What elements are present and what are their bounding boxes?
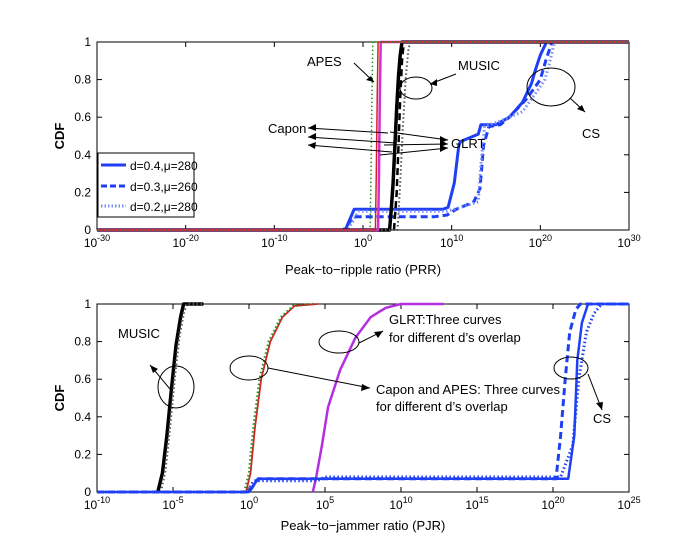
music-ellipse	[399, 76, 433, 100]
y-tick-label: 0	[84, 223, 91, 237]
series-cs-dotted	[97, 40, 629, 232]
legend-label: d=0.2,μ=280	[130, 200, 198, 214]
annotation-glrt: GLRT	[451, 136, 485, 151]
legend-label: d=0.4,μ=280	[130, 159, 198, 173]
annotation-capon: Capon	[268, 121, 306, 136]
y-axis-label-bottom: CDF	[52, 385, 67, 412]
annotation-capon-apes: for different d’s overlap	[376, 399, 508, 414]
y-tick-label: 0.2	[74, 447, 91, 461]
arrow-glrt-1	[389, 131, 449, 141]
legend: d=0.4,μ=280 d=0.3,μ=260 d=0.2,μ=280	[97, 152, 198, 218]
x-axis-label-bottom: Peak−to−jammer ratio (PJR)	[281, 518, 446, 533]
annotation-cs: CS	[582, 126, 600, 141]
series-cs-dashed	[97, 40, 629, 232]
annotation-music: MUSIC	[458, 58, 500, 73]
x-axis-label-top: Peak−to−ripple ratio (PRR)	[285, 262, 441, 277]
y-tick-label: 0.8	[74, 73, 91, 87]
series-glrt-solid	[311, 302, 444, 493]
arrow-capon	[267, 367, 371, 389]
annotation-music: MUSIC	[118, 326, 160, 341]
y-tick-label: 0.6	[74, 110, 91, 124]
arrow-capon-2	[307, 136, 397, 144]
annotation-apes: APES	[307, 54, 342, 69]
arrow-capon-1	[307, 127, 389, 134]
series-music-dashed	[97, 40, 629, 232]
y-tick-label: 1	[84, 297, 91, 311]
series-music-dotted	[97, 41, 629, 231]
y-tick-label: 0.4	[74, 410, 91, 424]
annotation-glrt: for different d’s overlap	[389, 330, 521, 345]
arrow-glrt-3	[379, 147, 449, 156]
y-axis-label-top: CDF	[52, 123, 67, 150]
series-top	[97, 40, 629, 232]
series-cs-dotted	[97, 302, 629, 494]
y-tick-label: 0.6	[74, 372, 91, 386]
glrt-ellipse	[318, 330, 360, 354]
annotation-glrt: GLRT:Three curves	[389, 312, 502, 327]
arrow-capon-3	[307, 144, 393, 153]
y-tick-label: 0.4	[74, 148, 91, 162]
annotation-capon-apes: Capon and APES: Three curves	[376, 382, 561, 397]
series-music-dotted	[159, 302, 204, 493]
series-capon-solid	[245, 303, 318, 493]
series-music-solid	[97, 40, 629, 232]
y-tick-label: 1	[84, 35, 91, 49]
cs-ellipse	[553, 356, 589, 380]
legend-label: d=0.3,μ=260	[130, 180, 198, 194]
arrow-heads-bottom	[150, 331, 603, 410]
series-cs-dashed	[97, 302, 629, 494]
series-music-solid	[156, 302, 204, 493]
arrow-heads-top	[308, 76, 585, 152]
plot-area-bottom	[96, 303, 630, 493]
arrow-glrt-2	[383, 143, 449, 146]
y-tick-label: 0	[84, 485, 91, 499]
cs-ellipse	[526, 67, 576, 107]
y-tick-label: 0.8	[74, 335, 91, 349]
y-tick-label: 0.2	[74, 185, 91, 199]
music-ellipse	[157, 365, 195, 409]
annotation-cs: CS	[593, 411, 611, 426]
series-cs-solid	[97, 40, 629, 232]
